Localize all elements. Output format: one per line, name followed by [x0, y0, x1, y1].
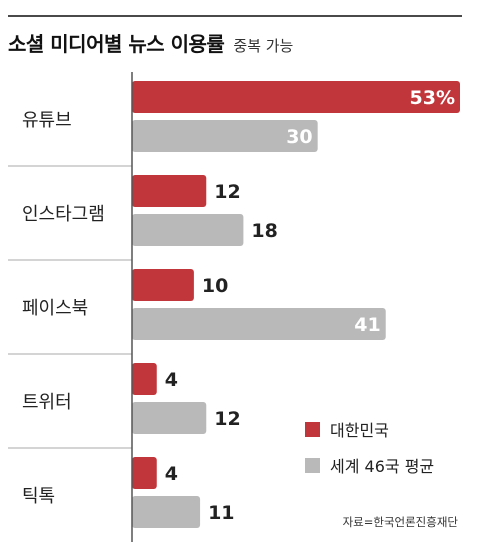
category-label-youtube: 유튜브: [22, 110, 72, 131]
value-label-facebook-world: 41: [354, 314, 380, 336]
bar-youtube-world: [132, 120, 318, 152]
category-label-instagram: 인스타그램: [22, 204, 105, 225]
legend-item-world: 세계 46국 평균: [305, 450, 434, 480]
bar-tiktok-korea: [132, 457, 157, 489]
top-rule: [8, 15, 462, 17]
value-label-twitter-world: 12: [214, 408, 240, 430]
legend-swatch-korea: [305, 421, 320, 437]
bar-twitter-world: [132, 402, 207, 434]
value-label-instagram-korea: 12: [214, 181, 240, 203]
category-label-twitter: 트위터: [22, 392, 72, 413]
bar-tiktok-world: [132, 496, 201, 528]
chart-title-block: 소셜 미디어별 뉴스 이용률 중복 가능: [8, 28, 293, 57]
value-label-youtube-world: 30: [286, 126, 312, 148]
value-label-youtube-korea: 53%: [410, 87, 455, 109]
chart-title: 소셜 미디어별 뉴스 이용률: [8, 32, 225, 56]
bar-instagram-korea: [132, 175, 207, 207]
bar-facebook-korea: [132, 269, 194, 301]
legend-label-world: 세계 46국 평균: [330, 457, 435, 476]
legend-item-korea: 대한민국: [305, 414, 434, 444]
chart-subtitle: 중복 가능: [233, 37, 294, 55]
bar-youtube-korea: [132, 81, 460, 113]
category-label-facebook: 페이스북: [22, 298, 88, 319]
legend: 대한민국 세계 46국 평균: [305, 414, 434, 486]
value-label-tiktok-korea: 4: [165, 463, 178, 485]
value-label-facebook-korea: 10: [202, 275, 228, 297]
category-label-tiktok: 틱톡: [22, 486, 55, 507]
legend-swatch-world: [305, 457, 320, 473]
value-label-instagram-world: 18: [251, 220, 277, 242]
bar-facebook-world: [132, 308, 386, 340]
source-note: 자료=한국언론진흥재단: [342, 515, 458, 529]
value-label-tiktok-world: 11: [208, 502, 234, 524]
bar-twitter-korea: [132, 363, 157, 395]
bar-instagram-world: [132, 214, 244, 246]
legend-label-korea: 대한민국: [330, 421, 389, 440]
value-label-twitter-korea: 4: [165, 369, 178, 391]
